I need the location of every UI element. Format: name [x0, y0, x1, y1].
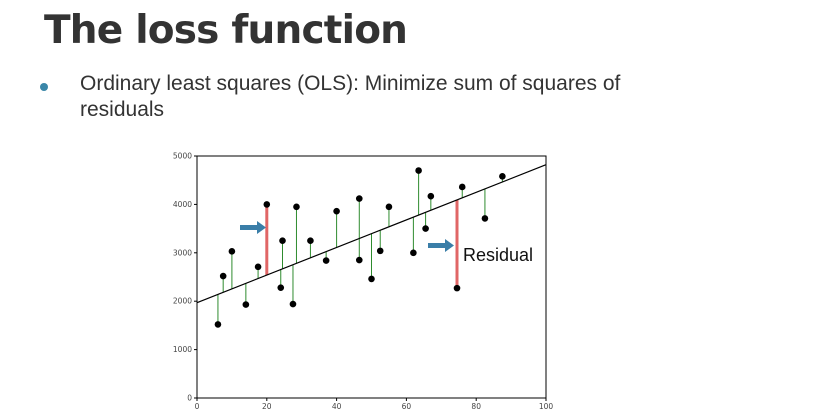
y-axis-ticks: 0 1000 2000 3000 4000 5000: [173, 152, 197, 403]
data-point: [422, 225, 429, 232]
plot-frame: [196, 155, 547, 399]
data-point: [254, 263, 262, 271]
residual-label: Residual: [463, 245, 533, 265]
x-tick-label: 100: [539, 402, 554, 411]
bullet-text: Ordinary least squares (OLS): Minimize s…: [80, 72, 621, 121]
data-point: [242, 301, 250, 308]
data-point: [322, 257, 330, 264]
x-tick-label: 60: [402, 402, 412, 411]
x-tick-label: 20: [262, 402, 272, 411]
data-point: [415, 167, 422, 174]
fit-line: [196, 164, 547, 304]
data-point: [376, 247, 384, 255]
data-point: [481, 215, 489, 222]
data-point: [293, 203, 300, 211]
data-point: [368, 275, 375, 283]
data-point: [355, 195, 363, 202]
right-arrow-icon: [240, 221, 266, 234]
y-tick-label: 5000: [173, 152, 192, 161]
data-point: [277, 284, 285, 291]
bullet-dot-icon: [40, 83, 48, 91]
data-point: [499, 173, 506, 180]
data-point: [279, 237, 286, 244]
data-point: [458, 183, 466, 191]
arrow-annotations: [240, 221, 454, 252]
x-axis-ticks: 0 20 40 60 80 100: [195, 398, 554, 411]
data-point: [228, 248, 236, 255]
x-tick-label: 40: [332, 402, 342, 411]
x-tick-label: 80: [471, 402, 481, 411]
y-tick-label: 0: [187, 394, 192, 403]
data-point: [263, 201, 271, 208]
data-point: [214, 321, 222, 328]
data-point: [410, 249, 417, 257]
residual-lines: [217, 170, 503, 325]
data-points: [214, 167, 506, 328]
fit-line-group: [196, 164, 547, 304]
ols-scatter-chart: 0 20 40 60 80 100 0 1000 2000 3000 4000 5000 Resid…: [173, 152, 554, 412]
y-tick-label: 3000: [173, 248, 192, 257]
x-tick-label: 0: [195, 402, 200, 411]
data-point: [427, 192, 435, 200]
data-point: [333, 207, 340, 215]
y-tick-label: 4000: [173, 200, 192, 209]
data-point: [307, 237, 314, 244]
data-point: [289, 300, 297, 308]
data-point: [355, 256, 363, 264]
y-tick-label: 1000: [173, 345, 192, 354]
y-tick-label: 2000: [173, 297, 192, 306]
data-point: [385, 203, 393, 211]
right-arrow-icon: [428, 239, 454, 252]
data-point: [219, 272, 227, 280]
slide-title: The loss function: [44, 8, 408, 53]
data-point: [453, 284, 461, 292]
